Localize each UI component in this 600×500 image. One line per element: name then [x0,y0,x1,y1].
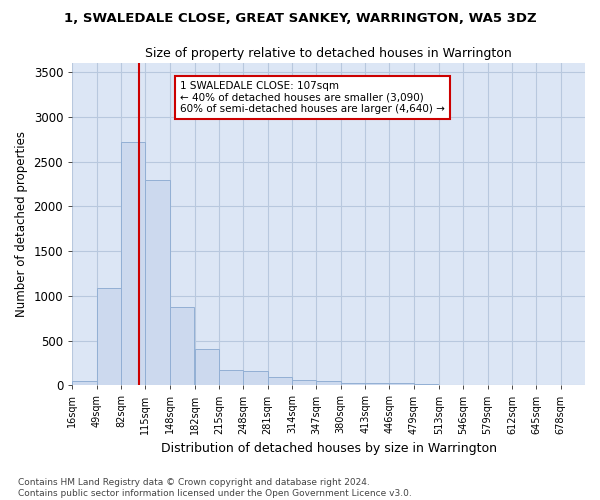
Bar [72,381,97,386]
Bar [244,371,268,386]
X-axis label: Distribution of detached houses by size in Warrington: Distribution of detached houses by size … [161,442,497,455]
Bar [268,377,292,386]
Bar [389,384,414,386]
Bar [97,288,121,386]
Bar [414,384,438,386]
Bar [145,180,170,386]
Bar [341,382,365,386]
Bar [219,370,244,386]
Bar [292,380,316,386]
Bar [365,383,389,386]
Text: 1, SWALEDALE CLOSE, GREAT SANKEY, WARRINGTON, WA5 3DZ: 1, SWALEDALE CLOSE, GREAT SANKEY, WARRIN… [64,12,536,26]
Bar [170,306,194,386]
Bar [316,381,341,386]
Y-axis label: Number of detached properties: Number of detached properties [15,131,28,317]
Text: 1 SWALEDALE CLOSE: 107sqm
← 40% of detached houses are smaller (3,090)
60% of se: 1 SWALEDALE CLOSE: 107sqm ← 40% of detac… [180,81,445,114]
Text: Contains HM Land Registry data © Crown copyright and database right 2024.
Contai: Contains HM Land Registry data © Crown c… [18,478,412,498]
Bar [121,142,145,386]
Bar [194,348,219,386]
Title: Size of property relative to detached houses in Warrington: Size of property relative to detached ho… [145,48,512,60]
